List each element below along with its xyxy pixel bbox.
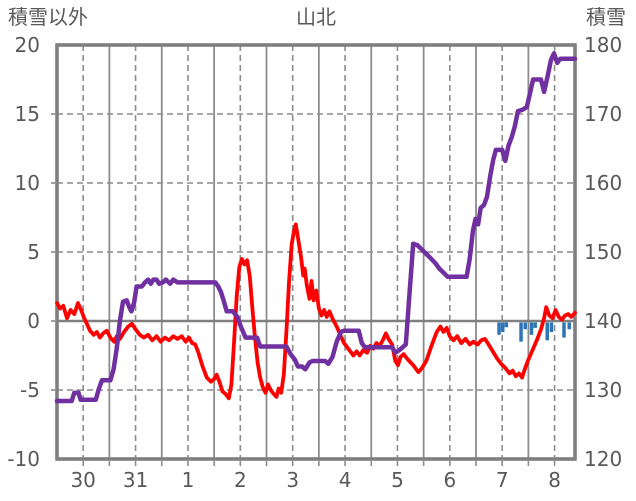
precip-bar [519,322,523,342]
right-tick-label: 140 [584,309,622,333]
x-tick-label: 7 [496,468,509,492]
x-tick-label: 30 [70,468,95,492]
precip-bar [533,322,537,328]
left-axis-title: 積雪以外 [8,5,88,29]
left-tick-label: 10 [15,171,40,195]
series-red-line [55,222,577,401]
precip-bar [549,322,554,333]
right-tick-label: 120 [584,447,622,471]
x-tick-label: 31 [123,468,148,492]
right-tick-label: 130 [584,378,622,402]
left-tick-label: 0 [27,309,40,333]
left-tick-label: -10 [7,447,40,471]
left-tick-label: -5 [20,378,40,402]
precip-bar [523,322,527,330]
right-tick-label: 180 [584,33,622,57]
x-tick-label: 6 [443,468,456,492]
precip-bar [545,322,549,341]
x-tick-label: 3 [286,468,299,492]
left-tick-label: 15 [15,102,40,126]
right-axis-title: 積雪 [586,5,626,29]
x-tick-label: 2 [234,468,247,492]
precip-bar [562,322,566,338]
chart-title: 山北 [296,5,336,29]
precip-bar [500,322,505,333]
precip-bar [504,322,509,328]
precip-bar [529,322,534,335]
right-tick-label: 170 [584,102,622,126]
x-tick-label: 8 [548,468,561,492]
right-tick-label: 160 [584,171,622,195]
right-tick-label: 150 [584,240,622,264]
precip-bar [497,322,501,335]
left-tick-label: 5 [27,240,40,264]
series-purple-line [54,51,578,404]
left-tick-label: 20 [15,33,40,57]
x-tick-label: 4 [339,468,352,492]
x-tick-label: 1 [182,468,195,492]
precip-bar [567,322,571,330]
x-tick-label: 5 [391,468,404,492]
